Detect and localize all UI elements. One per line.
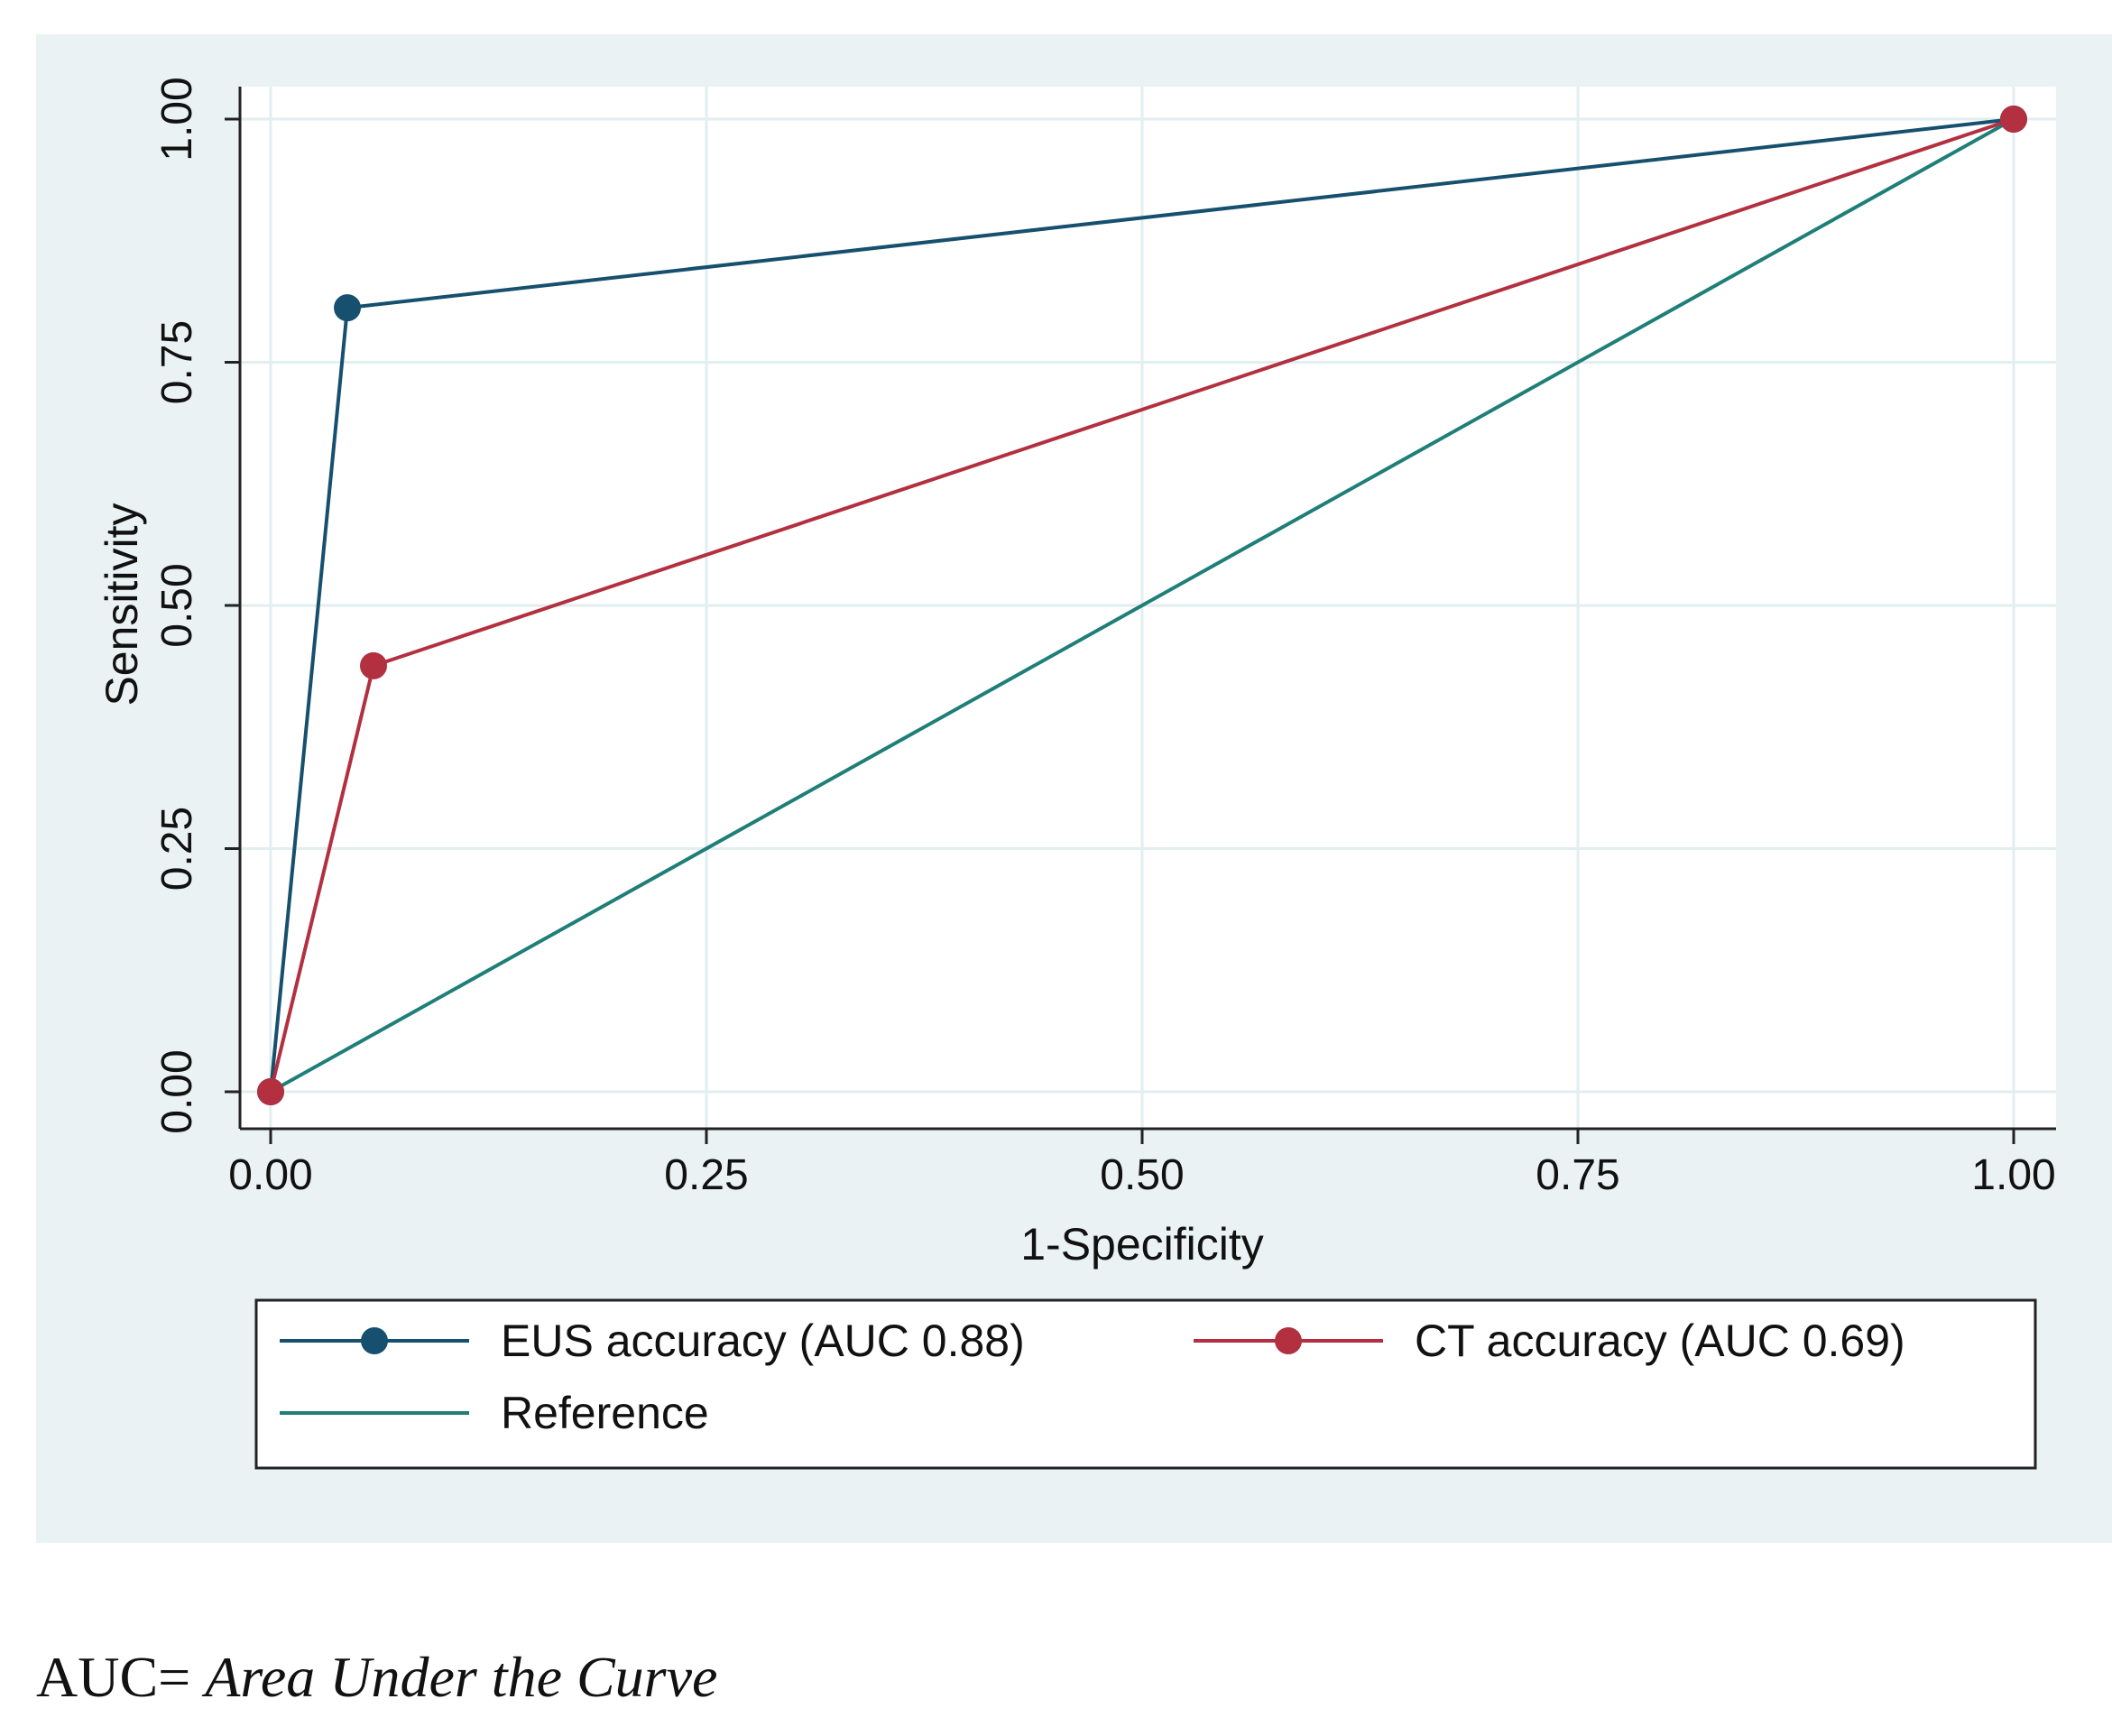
gridlines: [240, 87, 2056, 1129]
footnote-prefix: AUC=: [36, 1645, 206, 1709]
legend-label: EUS accuracy (AUC 0.88): [501, 1316, 1025, 1366]
plot-area: [240, 87, 2056, 1129]
x-tick-label: 1.00: [1971, 1151, 2055, 1199]
x-tick-label: 0.75: [1536, 1151, 1619, 1199]
legend: EUS accuracy (AUC 0.88) CT accuracy (AUC …: [254, 1298, 2037, 1470]
series: [257, 106, 2027, 1105]
y-axis-title: Sensitivity: [97, 503, 147, 706]
data-point-ct: [2000, 106, 2027, 133]
footnote-definition: Area Under the Curve: [205, 1645, 718, 1709]
y-tick-label: 0.75: [153, 320, 201, 404]
legend-label: Reference: [501, 1388, 709, 1438]
legend-key-marker: [361, 1327, 388, 1354]
data-point-eus: [334, 294, 362, 322]
y-tick-label: 0.00: [153, 1049, 201, 1133]
legend-label: CT accuracy (AUC 0.69): [1415, 1316, 1905, 1366]
legend-items: EUS accuracy (AUC 0.88) CT accuracy (AUC …: [280, 1316, 1905, 1438]
y-tick-label: 0.50: [153, 563, 201, 647]
data-point-ct: [257, 1078, 284, 1105]
footnote: AUC= Area Under the Curve: [36, 1644, 717, 1711]
x-tick-label: 0.00: [228, 1151, 312, 1199]
x-axis-title: 1-Specificity: [1020, 1219, 1264, 1270]
data-point-ct: [359, 651, 387, 679]
legend-box: [254, 1298, 2037, 1470]
axis-ticks: 0.00 0.25 0.50 0.75 1.00 0.00 0.25 0.50 0.75 1.00: [153, 77, 2056, 1199]
y-tick-label: 1.00: [153, 77, 201, 161]
series-line-reference: [270, 117, 2015, 1094]
x-tick-label: 0.25: [664, 1151, 748, 1199]
legend-key-marker: [1275, 1327, 1302, 1354]
axes: [238, 87, 2056, 1131]
x-tick-label: 0.50: [1100, 1151, 1184, 1199]
y-tick-label: 0.25: [153, 807, 201, 891]
